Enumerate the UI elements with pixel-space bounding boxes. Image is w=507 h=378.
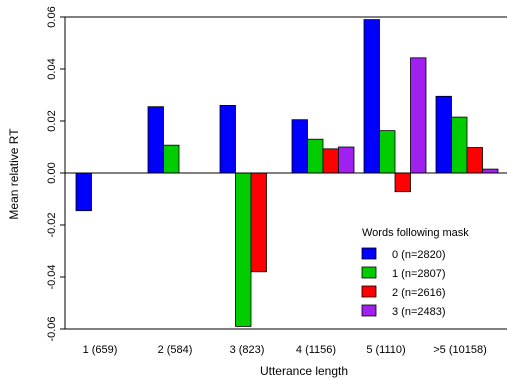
y-axis: -0.06 -0.04 -0.02 0.00 0.02 0.04 0.06 (46, 6, 65, 342)
bar-5-series-0 (363, 19, 380, 174)
bar-5-series-3 (410, 57, 427, 174)
x-axis: 1 (659) 2 (584) 3 (823) 4 (1156) 5 (1110) >5 … (83, 344, 487, 356)
x-tick-label: 5 (1110) (366, 344, 405, 356)
bars-layer (75, 19, 499, 327)
x-axis-title: Utterance length (260, 364, 348, 378)
bar-4-series-2 (322, 148, 339, 174)
bar-4-series-3 (338, 146, 355, 174)
x-tick-label: >5 (10158) (433, 344, 487, 356)
bar-3-series-2 (250, 172, 267, 273)
y-tick-label: 0.06 (46, 6, 58, 27)
legend-title: Words following mask (362, 227, 469, 239)
legend-swatch (361, 266, 377, 279)
y-tick-label: 0.04 (46, 58, 58, 79)
legend-swatch (361, 285, 377, 298)
y-tick-label: 0.00 (46, 162, 58, 183)
x-tick-label: 4 (1156) (296, 344, 336, 356)
bar-5-series-1 (379, 130, 396, 174)
legend-label: 0 (n=2820) (392, 249, 446, 261)
legend: Words following mask 0 (n=2820) 1 (n=2807… (361, 227, 469, 318)
y-tick-label: -0.02 (46, 212, 58, 237)
x-tick-label: 3 (823) (230, 344, 265, 356)
legend-label: 3 (n=2483) (392, 306, 446, 318)
bar-4-series-1 (307, 138, 324, 174)
bar-4-series-0 (291, 119, 308, 174)
legend-swatch (361, 247, 377, 260)
bar-6-series-0 (435, 95, 452, 174)
legend-swatch (361, 304, 377, 317)
bar-1-series-0 (75, 172, 92, 212)
bar-3-series-1 (235, 172, 252, 327)
x-tick-label: 2 (584) (158, 344, 193, 356)
bar-6-series-2 (466, 147, 483, 174)
legend-label: 2 (n=2616) (392, 287, 446, 299)
bar-6-series-1 (451, 116, 468, 174)
y-axis-title: Mean relative RT (7, 128, 21, 220)
legend-label: 1 (n=2807) (392, 268, 446, 280)
bar-3-series-0 (219, 105, 236, 174)
y-tick-label: 0.02 (46, 110, 58, 131)
bar-5-series-2 (394, 172, 411, 193)
bar-6-series-3 (482, 168, 499, 174)
x-tick-label: 1 (659) (83, 344, 118, 356)
bar-2-series-0 (147, 106, 164, 174)
y-tick-label: -0.04 (46, 264, 58, 289)
bar-2-series-1 (163, 144, 180, 174)
y-tick-label: -0.06 (46, 316, 58, 341)
